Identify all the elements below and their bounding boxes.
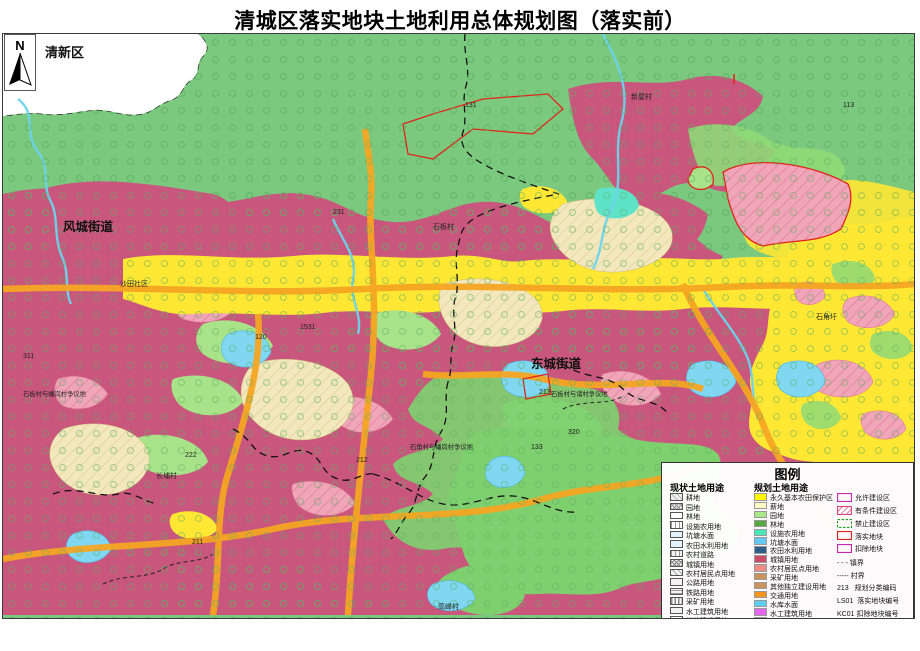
svg-text:N: N: [15, 38, 24, 53]
